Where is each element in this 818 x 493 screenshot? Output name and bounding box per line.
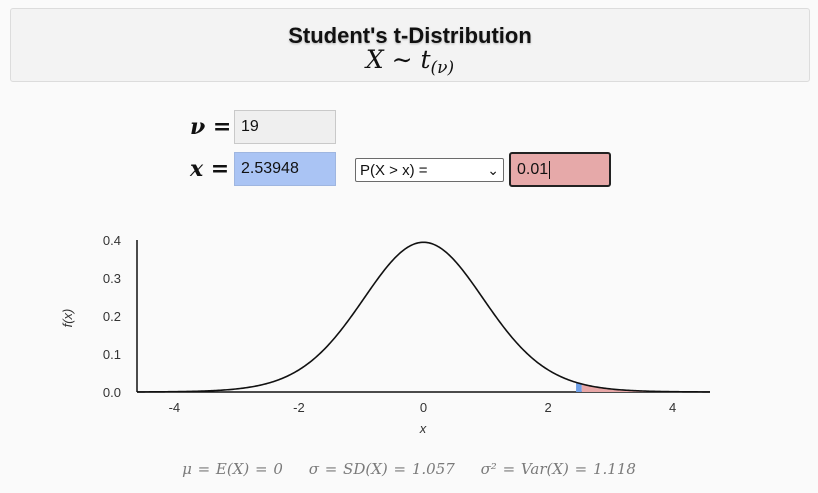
moments-summary: μ = E(X) = 0 σ = SD(X) = 1.057 σ² = Var(…: [0, 460, 818, 478]
header-panel: Student's t-Distribution X ∼ t(ν): [10, 8, 810, 82]
y-tick-label: 0.0: [103, 385, 121, 400]
y-tick-label: 0.3: [103, 271, 121, 286]
nu-input[interactable]: 19: [234, 110, 336, 144]
x-tick-label: 0: [420, 400, 427, 415]
y-tick-label: 0.2: [103, 309, 121, 324]
probability-value: 0.01: [517, 160, 549, 178]
formula-subscript: (ν): [430, 58, 455, 78]
axis-ticks: -4 -2 0 2 4 0.0 0.1 0.2 0.3 0.4: [103, 233, 676, 415]
probability-input[interactable]: 0.01: [509, 152, 611, 187]
x-tick-label: -2: [293, 400, 305, 415]
sd-text: σ = SD(X) = 1.057: [308, 460, 455, 478]
x-marker-band: [576, 382, 582, 392]
y-tick-label: 0.4: [103, 233, 121, 248]
y-tick-label: 0.1: [103, 347, 121, 362]
y-axis-label: f(x): [60, 309, 75, 328]
text-caret: [549, 160, 551, 179]
variance-text: σ² = Var(X) = 1.118: [480, 460, 636, 478]
density-curve: [136, 241, 711, 393]
x-input[interactable]: 2.53948: [234, 152, 336, 186]
probability-type-value: P(X > x) =: [360, 161, 428, 179]
page-title: Student's t-Distribution: [288, 23, 532, 48]
chart-axes: [136, 240, 710, 393]
x-label: x =: [190, 156, 230, 182]
x-tick-label: 2: [544, 400, 551, 415]
nu-label: ν =: [190, 114, 232, 140]
x-tick-label: -4: [169, 400, 181, 415]
probability-type-select[interactable]: P(X > x) = ⌄: [355, 158, 504, 182]
chevron-down-icon: ⌄: [487, 161, 499, 178]
x-axis-label: x: [419, 421, 427, 436]
formula-main: X ∼ t: [365, 45, 431, 74]
mean-text: μ = E(X) = 0: [182, 460, 283, 478]
x-tick-label: 4: [669, 400, 676, 415]
distribution-formula: X ∼ t(ν): [11, 45, 809, 78]
